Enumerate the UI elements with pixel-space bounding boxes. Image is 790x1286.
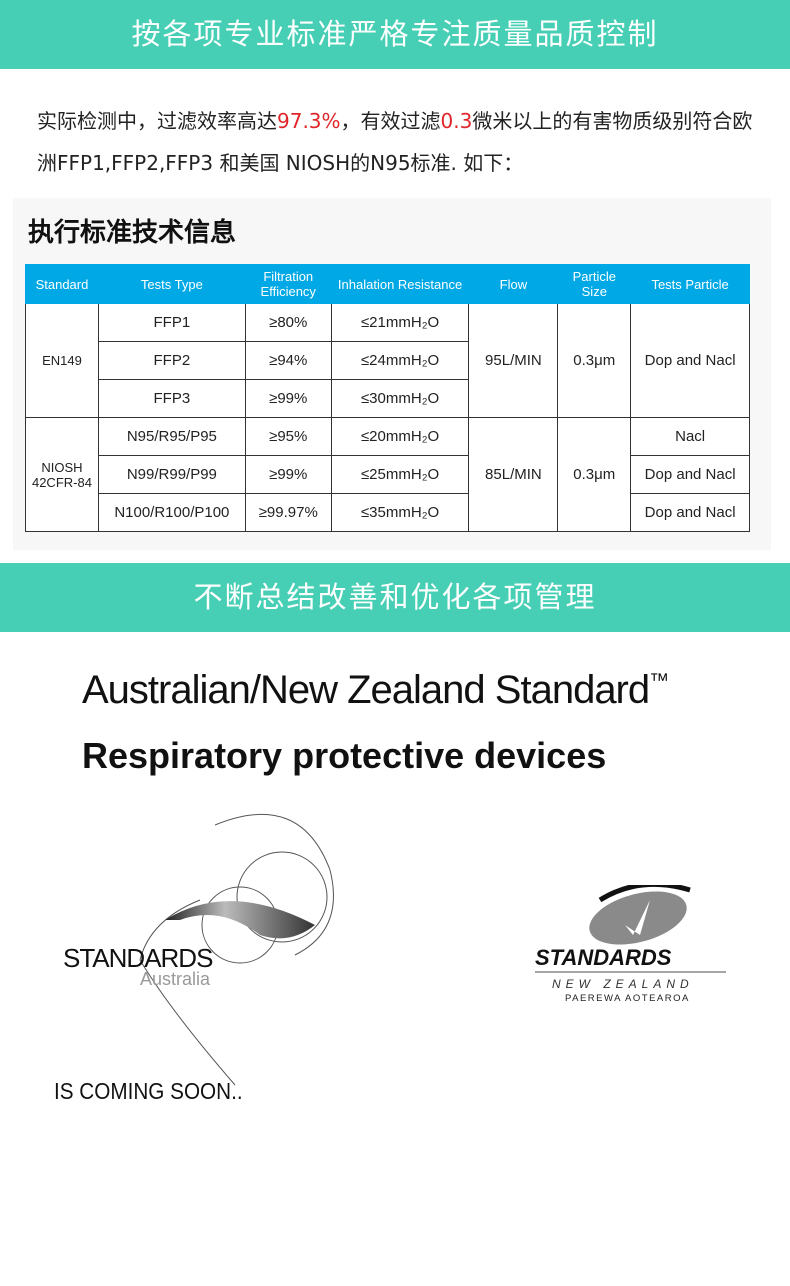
flow-cell: 95L/MIN xyxy=(468,303,559,418)
efficiency-cell: ≥99% xyxy=(244,379,332,418)
standard-cell: EN149 xyxy=(25,303,99,418)
standard-title: Australian/New Zealand Standard™ xyxy=(82,668,669,713)
efficiency-cell: ≥99% xyxy=(244,455,332,494)
nz-logo-text: STANDARDS xyxy=(535,945,672,970)
column-header: Standard xyxy=(25,264,99,304)
standards-australia-logo: STANDARDS Australia xyxy=(63,813,334,1086)
column-header: Inhalation Resistance xyxy=(330,264,470,304)
test-type-cell: N95/R95/P95 xyxy=(97,417,246,456)
standard-cell: NIOSH 42CFR-84 xyxy=(25,417,99,532)
test-type-cell: N99/R99/P99 xyxy=(97,455,246,494)
test-particle-cell: Dop and Nacl xyxy=(630,493,750,532)
resistance-cell: ≤20mmH₂O xyxy=(330,417,470,456)
efficiency-cell: ≥80% xyxy=(244,303,332,342)
column-header: Tests Type xyxy=(97,264,246,304)
standards-new-zealand-logo: STANDARDS NEW ZEALAND PAEREWA AOTEAROA xyxy=(535,885,726,1004)
column-header: Filtration Efficiency xyxy=(244,264,332,304)
column-header: Particle Size xyxy=(557,264,632,304)
standard-title-text: Australian/New Zealand Standard xyxy=(82,668,650,712)
particle-size-cell: 0.3μm xyxy=(557,417,632,532)
header-banner: 按各项专业标准严格专注质量品质控制 xyxy=(0,0,790,69)
test-particle-cell: Dop and Nacl xyxy=(630,455,750,494)
resistance-cell: ≤35mmH₂O xyxy=(330,493,470,532)
efficiency-cell: ≥99.97% xyxy=(244,493,332,532)
intro-part: 微米以上的有害物质级别符合欧洲FFP1,FFP2,FFP3 和美国 NIOSH的… xyxy=(37,109,753,175)
resistance-cell: ≤30mmH₂O xyxy=(330,379,470,418)
flow-cell: 85L/MIN xyxy=(468,417,559,532)
table-row: NIOSH 42CFR-84 N95/R95/P95 ≥95% ≤20mmH₂O 85L… xyxy=(25,417,750,532)
nz-logo-sub: NEW ZEALAND xyxy=(552,977,694,991)
test-type-cell: FFP1 xyxy=(97,303,246,342)
resistance-cell: ≤25mmH₂O xyxy=(330,455,470,494)
table-row: N99/R99/P99 ≥99% ≤25mmH₂O Dop and Nacl xyxy=(26,455,750,494)
column-header: Tests Particle xyxy=(630,264,750,304)
efficiency-cell: ≥95% xyxy=(244,417,332,456)
table-row: FFP2 ≥94% ≤24mmH₂O xyxy=(26,341,750,380)
intro-text: 实际检测中，过滤效率高达97.3%，有效过滤0.3微米以上的有害物质级别符合欧洲… xyxy=(37,100,767,184)
efficiency-cell: ≥94% xyxy=(244,341,332,380)
micron-value: 0.3 xyxy=(440,109,473,133)
particle-size-cell: 0.3μm xyxy=(557,303,632,418)
panel-title: 执行标准技术信息 xyxy=(28,218,237,248)
intro-part: 实际检测中，过滤效率高达 xyxy=(37,109,277,133)
table-row: FFP3 ≥99% ≤30mmH₂O xyxy=(26,379,750,418)
column-header: Flow xyxy=(468,264,559,304)
standards-table: Standard Tests Type Filtration Efficiency I… xyxy=(25,264,750,532)
table-row: EN149 FFP1 ≥80% ≤21mmH₂O 95L/MIN 0.3μm Dop and… xyxy=(25,303,750,418)
test-particle-cell: Nacl xyxy=(630,417,750,456)
efficiency-value: 97.3% xyxy=(277,109,341,133)
test-type-cell: N100/R100/P100 xyxy=(97,493,246,532)
coming-soon-text: IS COMING SOON.. xyxy=(54,1078,243,1104)
intro-part: ，有效过滤 xyxy=(340,109,441,133)
trademark: ™ xyxy=(649,670,669,692)
test-type-cell: FFP3 xyxy=(97,379,246,418)
standard-subtitle: Respiratory protective devices xyxy=(82,735,607,776)
test-particle-cell: Dop and Nacl xyxy=(630,303,750,418)
resistance-cell: ≤24mmH₂O xyxy=(330,341,470,380)
nz-logo-maori: PAEREWA AOTEAROA xyxy=(565,993,690,1004)
au-logo-text: STANDARDS xyxy=(63,943,213,973)
resistance-cell: ≤21mmH₂O xyxy=(330,303,470,342)
section-banner: 不断总结改善和优化各项管理 xyxy=(0,563,790,632)
test-type-cell: FFP2 xyxy=(97,341,246,380)
table-row: N100/R100/P100 ≥99.97% ≤35mmH₂O Dop and Nac… xyxy=(26,493,750,532)
au-logo-sub: Australia xyxy=(140,969,211,989)
